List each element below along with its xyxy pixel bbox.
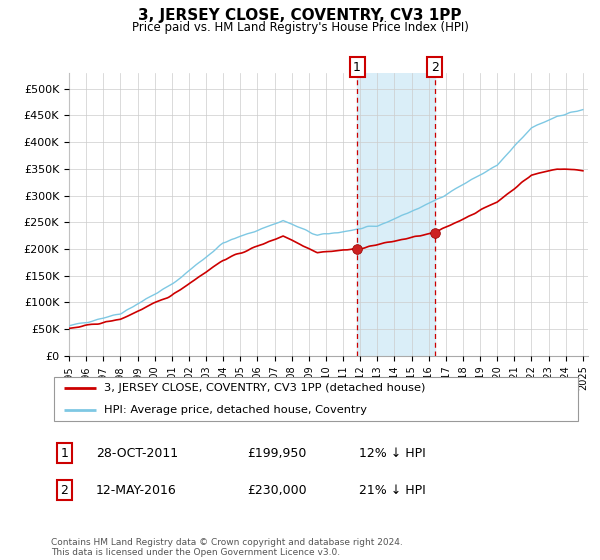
Text: 1: 1 (353, 61, 361, 74)
Text: HPI: Average price, detached house, Coventry: HPI: Average price, detached house, Cove… (104, 405, 367, 415)
Text: 12% ↓ HPI: 12% ↓ HPI (359, 446, 426, 460)
Text: 3, JERSEY CLOSE, COVENTRY, CV3 1PP (detached house): 3, JERSEY CLOSE, COVENTRY, CV3 1PP (deta… (104, 383, 425, 393)
Text: 21% ↓ HPI: 21% ↓ HPI (359, 484, 426, 497)
Text: Price paid vs. HM Land Registry's House Price Index (HPI): Price paid vs. HM Land Registry's House … (131, 21, 469, 34)
Text: 28-OCT-2011: 28-OCT-2011 (96, 446, 178, 460)
FancyBboxPatch shape (53, 377, 578, 421)
Text: 3, JERSEY CLOSE, COVENTRY, CV3 1PP: 3, JERSEY CLOSE, COVENTRY, CV3 1PP (138, 8, 462, 24)
Bar (357, 73, 435, 356)
Text: 12-MAY-2016: 12-MAY-2016 (96, 484, 177, 497)
Text: 1: 1 (61, 446, 68, 460)
Text: 2: 2 (431, 61, 439, 74)
Text: £230,000: £230,000 (247, 484, 307, 497)
Text: 2: 2 (61, 484, 68, 497)
Text: £199,950: £199,950 (247, 446, 307, 460)
Text: Contains HM Land Registry data © Crown copyright and database right 2024.
This d: Contains HM Land Registry data © Crown c… (51, 538, 403, 557)
